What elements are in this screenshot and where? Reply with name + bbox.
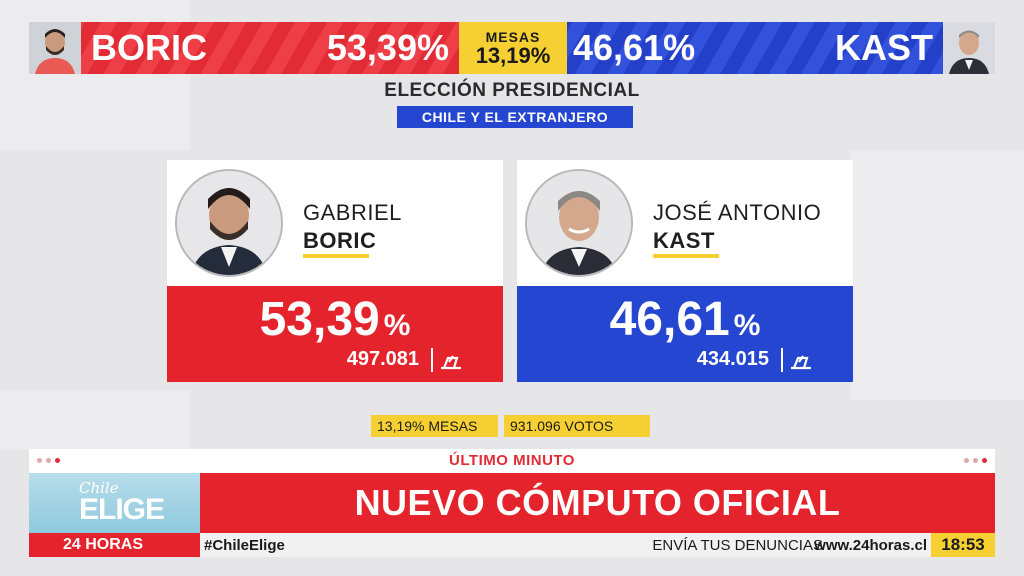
candidate-portrait [525,169,633,277]
website: www.24horas.cl [814,536,927,554]
decorative-dots [37,458,60,463]
bottom-info: #ChileElige ENVÍA TUS DENUNCIAS www.24ho… [200,533,931,557]
page-title: ELECCIÓN PRESIDENCIAL [384,80,640,101]
candidate-card-kast: JOSÉ ANTONIO KAST 46,61% 434.015 [517,160,853,382]
chile-elige-logo: Chile ELIGE [29,473,200,533]
candidate-header: JOSÉ ANTONIO KAST [517,160,853,286]
candidate-last-name: BORIC [303,228,377,253]
mesas-label: MESAS [485,29,541,45]
candidate-percentage: 46,61% [517,292,853,347]
candidate-result: 46,61% 434.015 [517,286,853,382]
page-subtitle: CHILE Y EL EXTRANJERO [397,106,633,128]
channel-brand: 24 HORAS [29,533,200,557]
stats-mesas: 13,19% MESAS [371,415,498,437]
candidate-percentage-value: 53,39 [259,293,380,346]
boric-bar-percentage: 53,39% [326,27,449,68]
name-underline [653,254,719,258]
kast-bar: 46,61% KAST [567,22,995,74]
hashtag: #ChileElige [204,536,285,554]
headline: NUEVO CÓMPUTO OFICIAL [200,473,995,533]
logo-top-text: Chile [79,479,119,497]
results-bar: BORIC 53,39% MESAS 13,19% 46,61% KAST [29,22,995,74]
votes-separator [431,348,433,372]
boric-bar-name: BORIC [91,27,207,68]
background-tile [0,390,190,450]
kast-bar-name: KAST [835,27,933,68]
boric-bar: BORIC 53,39% [29,22,459,74]
candidate-percentage: 53,39% [167,292,503,347]
kast-thumbnail [943,22,995,74]
candidate-card-boric: GABRIEL BORIC 53,39% 497.081 [167,160,503,382]
logo-main-text: ELIGE [79,493,165,526]
candidate-header: GABRIEL BORIC [167,160,503,286]
boric-thumbnail [29,22,81,74]
breaking-news-label: ÚLTIMO MINUTO [449,452,575,469]
decorative-dots [964,458,987,463]
candidate-percentage-value: 46,61 [609,293,730,346]
ballot-box-icon [791,355,811,370]
candidate-result: 53,39% 497.081 [167,286,503,382]
percent-sign: % [383,309,411,342]
candidate-last-name: KAST [653,228,715,253]
votes-separator [781,348,783,372]
breaking-news-bar: ÚLTIMO MINUTO [29,449,995,473]
bottom-bar: 24 HORAS #ChileElige ENVÍA TUS DENUNCIAS… [29,533,995,557]
mesas-percentage: 13,19% [475,43,551,68]
denuncias-text: ENVÍA TUS DENUNCIAS [652,536,823,554]
percent-sign: % [733,309,761,342]
candidate-first-name: JOSÉ ANTONIO [653,200,822,225]
stats-votos-text: 931.096 VOTOS [510,418,614,434]
candidate-votes: 497.081 [346,348,419,370]
background-tile [850,150,1024,400]
stats-votos: 931.096 VOTOS [504,415,650,437]
stats-mesas-text: 13,19% MESAS [377,418,478,434]
name-underline [303,254,369,258]
ballot-box-icon [441,355,461,370]
kast-bar-percentage: 46,61% [573,27,696,68]
candidate-votes: 434.015 [696,348,769,370]
candidate-portrait [175,169,283,277]
mesas-box: MESAS 13,19% [459,22,567,74]
candidate-first-name: GABRIEL [303,200,402,225]
clock: 18:53 [931,533,995,557]
